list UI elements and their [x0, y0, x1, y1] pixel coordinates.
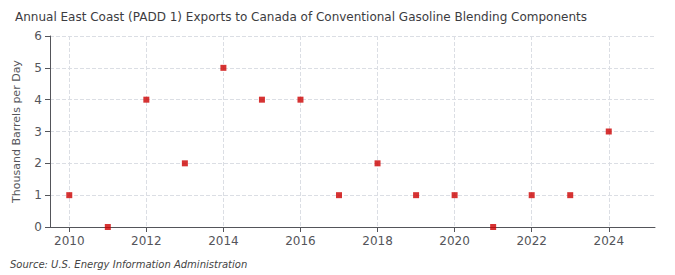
- svg-text:2024: 2024: [593, 234, 624, 248]
- svg-text:2010: 2010: [54, 234, 85, 248]
- svg-text:2012: 2012: [131, 234, 162, 248]
- svg-text:Annual East Coast (PADD 1) Exp: Annual East Coast (PADD 1) Exports to Ca…: [15, 10, 587, 24]
- svg-text:3: 3: [34, 125, 42, 139]
- svg-text:6: 6: [34, 29, 42, 43]
- svg-text:2: 2: [34, 156, 42, 170]
- svg-text:Thousand Barrels per Day: Thousand Barrels per Day: [10, 60, 23, 204]
- svg-text:5: 5: [34, 61, 42, 75]
- svg-text:Source: U.S. Energy Informatio: Source: U.S. Energy Information Administ…: [10, 259, 247, 270]
- svg-text:2018: 2018: [362, 234, 393, 248]
- svg-text:2020: 2020: [439, 234, 470, 248]
- svg-text:2016: 2016: [285, 234, 316, 248]
- svg-text:0: 0: [34, 220, 42, 234]
- svg-text:2014: 2014: [208, 234, 239, 248]
- svg-text:2022: 2022: [516, 234, 547, 248]
- svg-text:4: 4: [34, 93, 42, 107]
- svg-text:1: 1: [34, 188, 42, 202]
